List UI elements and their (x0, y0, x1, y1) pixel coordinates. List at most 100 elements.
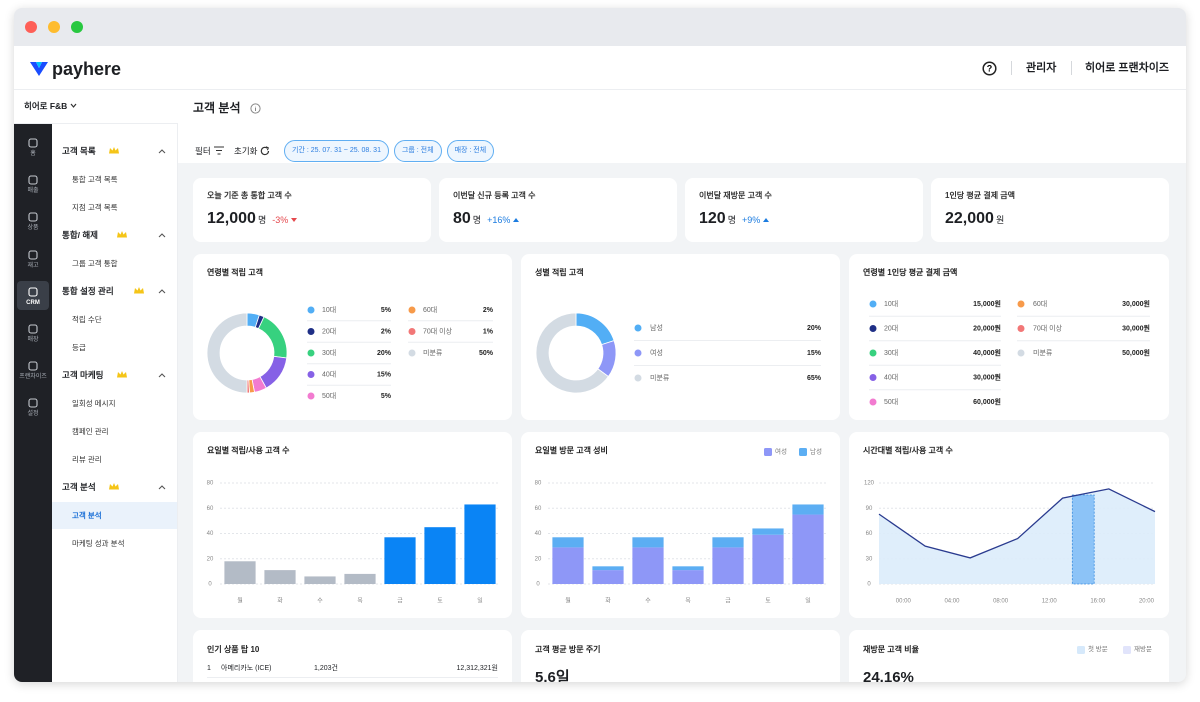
filter-button[interactable]: 필터 (195, 146, 211, 156)
menu-item[interactable]: 리뷰 관리 (52, 446, 177, 473)
menu-group[interactable]: 고객 목록 (52, 141, 177, 161)
table-label: 70대 이상 (1033, 323, 1063, 332)
legend-swatch (634, 324, 642, 332)
reset-button[interactable]: 초기화 (234, 146, 258, 156)
menu-item-label: 마케팅 성과 분석 (72, 539, 125, 548)
x-tick-label: 토 (437, 598, 443, 605)
legend-value: 2% (381, 328, 392, 335)
brand: payhere (52, 59, 122, 79)
chart: 10대 5% 20대 2% 30대 20% 40대 15% 50대 5% 60대 2% 70대 이상 1%… (206, 306, 494, 400)
close-button[interactable] (25, 21, 37, 33)
x-tick-label: 일 (477, 597, 483, 605)
menu-item[interactable]: 지점 고객 목록 (52, 194, 177, 221)
svg-text:?: ? (987, 63, 993, 73)
kpi-label: 오늘 기준 총 통합 고객 수 (207, 191, 292, 200)
icon-shape (28, 175, 38, 185)
icon-shape (28, 250, 38, 260)
kpi-unit: 명 (257, 215, 267, 225)
rail-icon[interactable] (28, 361, 38, 371)
legend-label: 여성 (650, 348, 663, 357)
menu-group[interactable]: 통합/ 해제 (52, 225, 177, 245)
rail-icon[interactable] (28, 212, 38, 222)
chevron (158, 485, 166, 490)
collapse-icon (158, 485, 166, 490)
table-label: 30대 (884, 349, 898, 357)
legend-swatch (307, 371, 315, 378)
x-tick-label: 금 (725, 598, 731, 605)
menu-group[interactable]: 통합 설정 관리 (52, 281, 177, 301)
legend-value: 5% (381, 307, 392, 314)
menu-item[interactable]: 캠페인 관리 (52, 418, 177, 445)
table-value: 30,000원 (1122, 299, 1150, 308)
legend-value: 50% (479, 350, 494, 357)
menu-group[interactable]: 고객 분석 (52, 477, 177, 497)
table-swatch (869, 349, 877, 357)
bar-segment (592, 566, 624, 571)
info-icon[interactable] (250, 103, 261, 114)
menu-item-label: 그룹 고객 통합 (72, 259, 118, 268)
rail-icon[interactable] (28, 250, 38, 260)
chart-card: 성별 적립 고객 남성 20% 여성 15% 미분류 65% (521, 254, 840, 420)
rail-icon[interactable] (28, 138, 38, 148)
bar-segment (552, 537, 584, 548)
menu-item[interactable]: 마케팅 성과 분석 (52, 530, 177, 557)
y-tick-label: 60 (535, 506, 542, 512)
kpi-change: -3% (272, 215, 289, 225)
x-tick-label: 월 (237, 597, 243, 605)
row-separator (207, 677, 498, 678)
card-title: 연령별 1인당 평균 결제 금액 (863, 268, 958, 277)
kpi-label: 이번달 재방문 고객 수 (699, 191, 772, 200)
icon-shape (28, 212, 38, 222)
card-title: 재방문 고객 비율 (863, 645, 919, 654)
table-value: 20,000원 (973, 323, 1001, 332)
app-window: payhere ? 관리자 히어로 프랜차이즈 히어로 F&B 홈 매출 상품 재고 C… (14, 8, 1186, 682)
bar (224, 561, 256, 584)
legend-label: 남성 (810, 447, 822, 456)
menu-item[interactable]: 등급 (52, 334, 177, 361)
icon-shape (28, 287, 38, 297)
chart-title: 시간대별 적립/사용 고객 수 (863, 446, 953, 455)
filter-chip[interactable]: 매장 : 전체 (446, 140, 495, 162)
highlight-band (1071, 494, 1095, 585)
filter-chip[interactable]: 기간 : 25. 07. 31 ~ 25. 08. 31 (284, 140, 389, 162)
kpi-change: +9% (741, 215, 761, 225)
bar-segment (632, 547, 664, 584)
menu-item[interactable]: 적립 수단 (52, 306, 177, 333)
rail-icon[interactable] (28, 287, 38, 297)
minimize-button[interactable] (48, 21, 60, 33)
chart-card: 시간대별 적립/사용 고객 수 0 30 60 90 120 00:00 04:00 08:00… (849, 432, 1169, 618)
table-value: 50,000원 (1122, 348, 1150, 357)
menu-item-label: 고객 분석 (72, 511, 102, 520)
help-icon[interactable]: ? (982, 61, 997, 76)
stat-value: 24.16% (863, 669, 914, 683)
bar (384, 537, 416, 584)
rail-icon[interactable] (28, 398, 38, 408)
menu-item[interactable]: 그룹 고객 통합 (52, 250, 177, 277)
maximize-button[interactable] (71, 21, 83, 33)
menu-group[interactable]: 고객 마케팅 (52, 365, 177, 385)
legend-swatch (634, 349, 642, 357)
menu-item-label: 등급 (72, 343, 86, 352)
table-swatch (869, 374, 877, 381)
menu-item[interactable]: 고객 분석 (52, 502, 177, 529)
icon-shape (28, 324, 38, 334)
legend-value: 1% (483, 328, 494, 335)
collapse-icon (158, 233, 166, 238)
menu-item[interactable]: 일회성 메시지 (52, 390, 177, 417)
donut-slice (206, 312, 248, 394)
kpi-value: 120 (699, 210, 726, 227)
x-tick-label: 월 (565, 597, 571, 605)
y-tick-label: 40 (535, 531, 542, 537)
store-selector[interactable]: 히어로 F&B (14, 90, 178, 124)
rail-icon[interactable] (28, 324, 38, 334)
crown-icon (117, 371, 127, 378)
user-name[interactable]: 관리자 (1026, 62, 1057, 74)
legend-swatch (307, 392, 315, 400)
chart-title: 성별 적립 고객 (535, 268, 584, 277)
org-name[interactable]: 히어로 프랜차이즈 (1085, 62, 1170, 74)
filter-chip[interactable]: 그룹 : 전체 (393, 140, 442, 162)
menu-item[interactable]: 통합 고객 목록 (52, 166, 177, 193)
bar-segment (672, 570, 704, 584)
rail-icon[interactable] (28, 175, 38, 185)
